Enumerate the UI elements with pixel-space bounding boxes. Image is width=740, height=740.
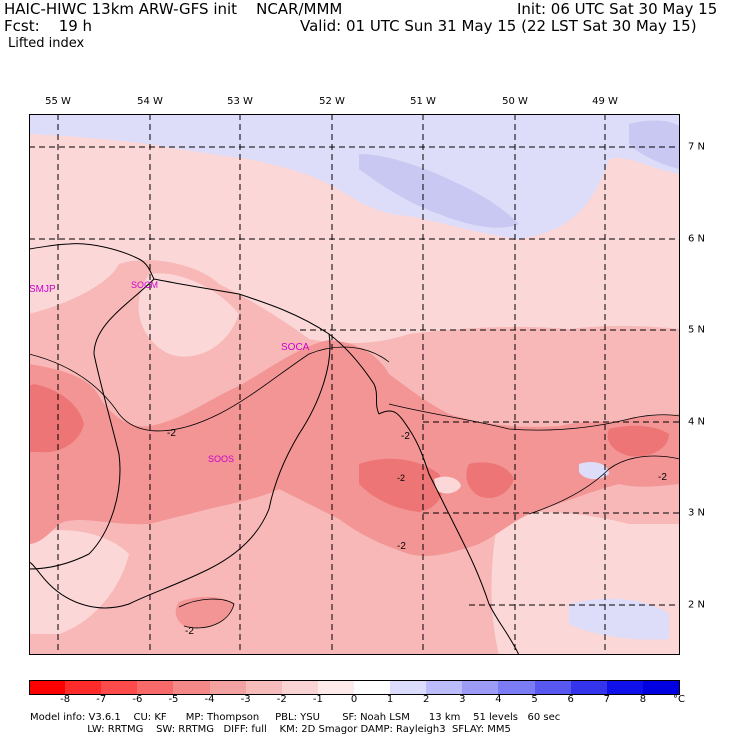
colorbar-tick-label: -6	[132, 694, 143, 705]
colorbar-swatch	[390, 680, 427, 695]
lon-label: 55 W	[45, 96, 71, 107]
field-medium-pink	[29, 340, 680, 556]
forecast-hour: Fcst: 19 h	[4, 17, 93, 35]
valid-time: Valid: 01 UTC Sun 31 May 15 (22 LST Sat …	[300, 17, 697, 35]
contour-line	[178, 598, 235, 629]
border-guiana-brazil	[378, 410, 520, 655]
contour-label: -2	[658, 472, 667, 483]
colorbar-swatch	[65, 680, 102, 695]
contour-label: -2	[167, 428, 176, 439]
field-south-pink	[175, 596, 234, 628]
colorbar-tick-label: 8	[639, 694, 647, 705]
field-blue-spot	[579, 462, 609, 480]
colorbar-swatch	[209, 680, 247, 695]
colorbar-swatch	[534, 680, 572, 695]
colorbar-swatch	[354, 680, 391, 695]
lon-label: 53 W	[227, 96, 253, 107]
contour-line	[388, 403, 680, 431]
colorbar-swatch	[317, 680, 355, 695]
colorbar-tick-label: -7	[96, 694, 107, 705]
colorbar-tick-label: -3	[240, 694, 251, 705]
colorbar-swatch	[29, 680, 67, 695]
colorbar-swatch	[498, 680, 536, 695]
field-deep-pink	[359, 458, 443, 512]
station-label: SMJP	[29, 284, 56, 295]
lat-label: 7 N	[688, 141, 706, 153]
colorbar-swatch	[606, 680, 644, 695]
field-blue-south	[569, 598, 669, 640]
lon-label: 49 W	[592, 96, 618, 107]
contour-line	[29, 346, 390, 432]
border-guiana-west	[29, 333, 331, 609]
lat-label: 3 N	[688, 507, 706, 519]
lon-label: 52 W	[319, 96, 345, 107]
field-deep-pink	[29, 384, 84, 453]
lon-label: 50 W	[502, 96, 528, 107]
contour-label: -2	[397, 473, 405, 483]
colorbar-tick-label: -5	[168, 694, 179, 705]
colorbar-swatch	[642, 680, 681, 695]
field-blue-central	[359, 154, 519, 228]
station-label: SOCM	[131, 280, 158, 290]
init-time: Init: 06 UTC Sat 30 May 15	[517, 0, 718, 18]
colorbar-tick-label: -4	[204, 694, 215, 705]
lat-label: 4 N	[688, 416, 706, 428]
station-label: SOCA	[281, 342, 310, 353]
colorbar-swatch	[426, 680, 463, 695]
coastline	[29, 243, 155, 280]
colorbar-tick-label: 3	[459, 694, 466, 705]
colorbar-tick-label: 1	[386, 694, 394, 705]
lat-label: 5 N	[688, 324, 706, 336]
colorbar-tick-label: 7	[603, 694, 610, 705]
colorbar-swatch	[137, 680, 174, 695]
lifted-index-map: SMJP SOCM SOCA SOOS -2 -2 -2 -2 -2 -2	[29, 114, 680, 655]
graticule	[29, 114, 680, 655]
map-frame	[29, 114, 680, 655]
colorbar-tick-label: 4	[495, 694, 502, 705]
lon-label: 54 W	[137, 96, 163, 107]
colorbar-tick-label: -1	[312, 694, 323, 705]
colorbar-swatch	[245, 680, 283, 695]
field-deep-pink	[466, 462, 514, 499]
coastline	[153, 278, 380, 415]
border-suriname	[29, 278, 155, 570]
contour-label: -2	[397, 541, 406, 552]
contour-line	[528, 455, 680, 515]
colorbar-tick-label: 6	[567, 694, 574, 705]
colorbar-swatch	[462, 680, 499, 695]
model-info-line1: Model info: V3.6.1 CU: KF MP: Thompson P…	[30, 712, 561, 723]
contour-label: -2	[401, 431, 410, 442]
field-pale-blue-north	[29, 114, 680, 239]
field-deep-pink	[607, 425, 669, 457]
colorbar-tick-label: 5	[531, 694, 538, 705]
field-pale-patch	[29, 530, 129, 634]
model-info-line2: LW: RRTMG SW: RRTMG DIFF: full KM: 2D Sm…	[30, 724, 511, 735]
lat-label: 6 N	[688, 233, 706, 245]
colorbar-swatch	[173, 680, 211, 695]
field-pale-spot	[434, 476, 461, 494]
chart-title: HAIC-HIWC 13km ARW-GFS init NCAR/MMM	[4, 0, 343, 18]
colorbar-tick-label: -8	[60, 694, 71, 705]
colorbar-tick-label: 2	[423, 694, 430, 705]
field-blue-ne	[629, 120, 679, 169]
lat-label: 2 N	[688, 599, 706, 611]
field-name: Lifted index	[8, 36, 85, 51]
colorbar-swatch	[570, 680, 608, 695]
contour-label: -2	[185, 626, 194, 637]
colorbar-swatch	[101, 680, 138, 695]
field-pale-patch	[138, 273, 239, 357]
station-label: SOOS	[208, 454, 234, 464]
colorbar-tick-label: -2	[276, 694, 287, 705]
colorbar-unit: °C	[673, 694, 685, 705]
colorbar-swatch	[281, 680, 319, 695]
lon-label: 51 W	[410, 96, 436, 107]
colorbar-tick-label: 0	[350, 694, 358, 705]
